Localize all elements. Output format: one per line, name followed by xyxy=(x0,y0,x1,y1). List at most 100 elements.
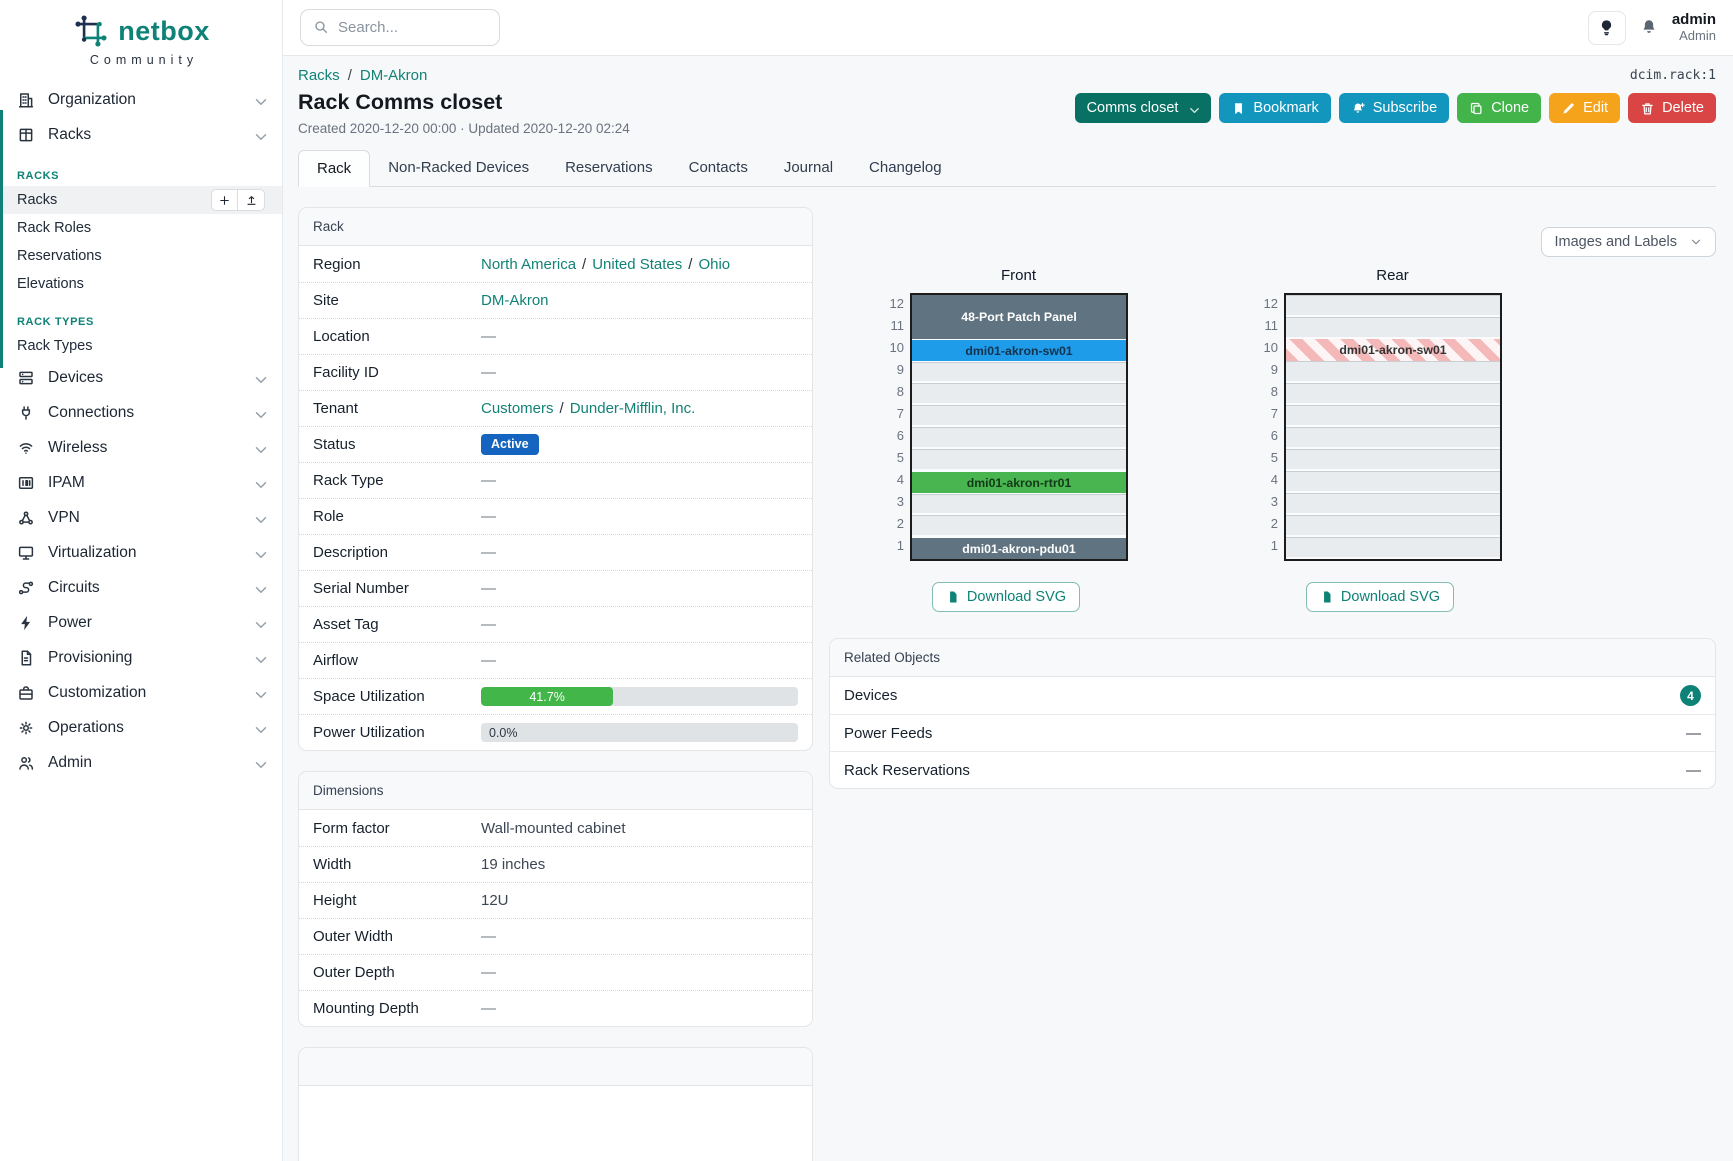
tab-changelog[interactable]: Changelog xyxy=(869,159,942,176)
rack-unit-empty[interactable] xyxy=(1286,515,1500,537)
clone-button[interactable]: Clone xyxy=(1457,93,1542,123)
sidebar-item-circuits[interactable]: Circuits xyxy=(0,570,282,605)
rack-unit-empty[interactable] xyxy=(1286,383,1500,405)
related-row-devices[interactable]: Devices 4 xyxy=(830,677,1715,714)
related-row-rack-reservations[interactable]: Rack Reservations — xyxy=(830,751,1715,788)
count-badge[interactable]: 4 xyxy=(1680,685,1701,706)
brand-name: netbox xyxy=(118,15,210,46)
rack-unit-dmi01-akron-rtr01[interactable]: dmi01-akron-rtr01 xyxy=(912,471,1126,493)
sidebar-item-ipam[interactable]: IPAM xyxy=(0,465,282,500)
rack-unit-empty[interactable] xyxy=(1286,405,1500,427)
tab-rack[interactable]: Rack xyxy=(298,150,371,187)
sidebar-item-reservations[interactable]: Reservations xyxy=(17,248,102,264)
edit-button[interactable]: Edit xyxy=(1549,93,1621,123)
progress-bar: 41.7% xyxy=(481,687,798,706)
tab-contacts[interactable]: Contacts xyxy=(688,159,748,176)
rack-unit-empty[interactable] xyxy=(912,361,1126,383)
netbox-logo-icon xyxy=(72,12,110,50)
sidebar-item-connections[interactable]: Connections xyxy=(0,395,282,430)
tab-journal[interactable]: Journal xyxy=(783,159,834,176)
rack-unit-empty[interactable] xyxy=(912,427,1126,449)
progress-bar: 0.0% xyxy=(481,723,798,742)
sidebar-item-organization[interactable]: Organization xyxy=(0,82,282,117)
copy-icon xyxy=(1469,100,1484,116)
user-name: admin xyxy=(1671,11,1716,29)
chevron-down-icon xyxy=(252,581,267,594)
rack-unit-empty[interactable] xyxy=(1286,537,1500,559)
rack-unit-empty[interactable] xyxy=(1286,449,1500,471)
link-dunder-mifflin-inc[interactable]: Dunder-Mifflin, Inc. xyxy=(569,400,696,417)
plus-icon xyxy=(218,193,231,208)
breadcrumb-link-dm-akron[interactable]: DM-Akron xyxy=(359,67,428,84)
sidebar-item-rack-roles[interactable]: Rack Roles xyxy=(17,220,92,236)
rack-unit-empty[interactable] xyxy=(912,449,1126,471)
related-row-power-feeds[interactable]: Power Feeds — xyxy=(830,714,1715,751)
breadcrumb-link-racks[interactable]: Racks xyxy=(298,67,340,84)
rack-unit-empty[interactable] xyxy=(1286,295,1500,317)
sidebar-item-racks[interactable]: Racks xyxy=(0,186,282,214)
detail-row-status: Status Active xyxy=(299,426,812,462)
unit-number: 6 xyxy=(1270,428,1278,443)
unit-number: 2 xyxy=(1270,516,1278,531)
chevron-down-icon xyxy=(252,721,267,734)
subscribe-button[interactable]: Subscribe xyxy=(1338,93,1450,123)
sidebar-item-operations[interactable]: Operations xyxy=(0,710,282,745)
theme-toggle-button[interactable] xyxy=(1587,10,1626,45)
sidebar-item-devices[interactable]: Devices xyxy=(0,360,282,395)
delete-button[interactable]: Delete xyxy=(1628,93,1716,123)
sidebar-item-power[interactable]: Power xyxy=(0,605,282,640)
rack-unit-empty[interactable] xyxy=(912,383,1126,405)
sidebar-item-vpn[interactable]: VPN xyxy=(0,500,282,535)
rack-name-dropdown[interactable]: Comms closet xyxy=(1074,93,1212,123)
rack-unit-empty[interactable] xyxy=(1286,471,1500,493)
rack-unit-dmi01-akron-sw01[interactable]: dmi01-akron-sw01 xyxy=(1286,339,1500,361)
sidebar-item-racks[interactable]: Racks xyxy=(0,117,282,152)
rack-unit-empty[interactable] xyxy=(1286,317,1500,339)
import-button[interactable] xyxy=(238,189,265,211)
unit-number: 12 xyxy=(889,296,904,311)
add-button[interactable] xyxy=(211,189,238,211)
rack-unit-dmi01-akron-sw01[interactable]: dmi01-akron-sw01 xyxy=(912,339,1126,361)
search-icon xyxy=(313,19,329,37)
sidebar-item-provisioning[interactable]: Provisioning xyxy=(0,640,282,675)
sidebar-item-customization[interactable]: Customization xyxy=(0,675,282,710)
breadcrumb: Racks / DM-Akron xyxy=(298,67,428,84)
link-ohio[interactable]: Ohio xyxy=(698,255,731,273)
link-dm-akron[interactable]: DM-Akron xyxy=(481,292,549,309)
sidebar-item-virtualization[interactable]: Virtualization xyxy=(0,535,282,570)
notifications-button[interactable] xyxy=(1640,18,1658,36)
images-labels-select[interactable]: Images and Labels xyxy=(1541,227,1716,257)
chevron-down-icon xyxy=(252,441,267,454)
search-input[interactable] xyxy=(338,19,487,36)
rack-unit-empty[interactable] xyxy=(1286,427,1500,449)
rear-title: Rear xyxy=(1376,267,1409,284)
netbox-logo[interactable]: netbox Community xyxy=(0,0,282,67)
rack-unit-empty[interactable] xyxy=(1286,361,1500,383)
global-search[interactable] xyxy=(300,9,500,46)
tab-non-racked-devices[interactable]: Non-Racked Devices xyxy=(388,159,530,176)
sidebar-nav: Organization Racks RACKS Racks Rack Role… xyxy=(0,82,282,780)
sidebar-item-rack-types[interactable]: Rack Types xyxy=(17,338,93,354)
sidebar-item-elevations[interactable]: Elevations xyxy=(17,276,84,292)
link-united-states[interactable]: United States xyxy=(592,255,683,273)
link-customers[interactable]: Customers xyxy=(481,400,554,417)
unit-number: 9 xyxy=(896,362,904,377)
front-elevation: Front 12 11 10 9 8 7 6 5 4 3 2 1 48-Port Patch Panel… xyxy=(884,267,1128,612)
rack-unit-empty[interactable] xyxy=(1286,493,1500,515)
download-svg-button-front[interactable]: Download SVG xyxy=(931,582,1081,612)
rack-unit-empty[interactable] xyxy=(912,405,1126,427)
chevron-down-icon xyxy=(252,371,267,384)
rack-unit-empty[interactable] xyxy=(912,515,1126,537)
download-svg-button-rear[interactable]: Download SVG xyxy=(1305,582,1455,612)
bookmark-button[interactable]: Bookmark xyxy=(1219,93,1331,123)
tab-reservations[interactable]: Reservations xyxy=(565,159,653,176)
sidebar-item-admin[interactable]: Admin xyxy=(0,745,282,780)
user-role: Admin xyxy=(1679,27,1716,43)
sidebar-item-wireless[interactable]: Wireless xyxy=(0,430,282,465)
rack-unit-dmi01-akron-pdu01[interactable]: dmi01-akron-pdu01 xyxy=(912,537,1126,559)
related-objects-title: Related Objects xyxy=(830,639,1715,677)
user-menu[interactable]: admin Admin xyxy=(1672,11,1716,43)
rack-unit-empty[interactable] xyxy=(912,493,1126,515)
rack-unit-48-port-patch-panel[interactable]: 48-Port Patch Panel xyxy=(912,295,1126,339)
link-north-america[interactable]: North America xyxy=(481,255,577,273)
